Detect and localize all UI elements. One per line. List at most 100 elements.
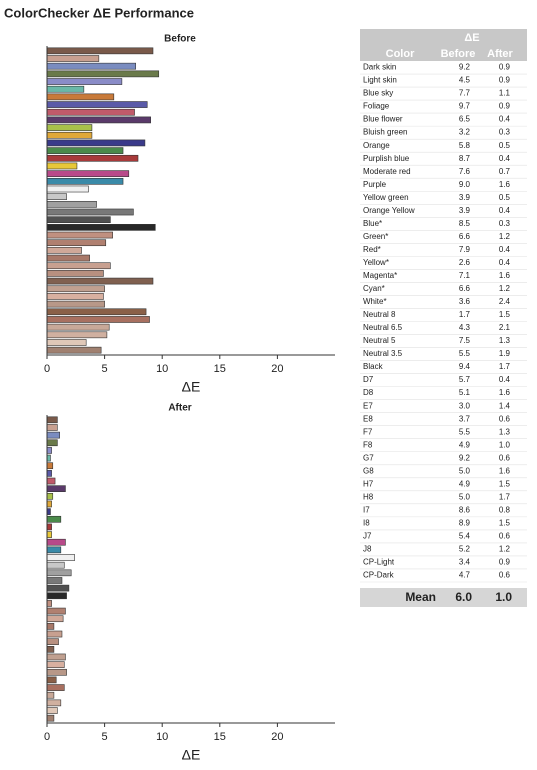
row-name: H8 (363, 492, 374, 501)
x-tick-label: 10 (156, 363, 168, 375)
x-tick-label: 0 (44, 731, 50, 743)
bar (46, 431, 60, 439)
row-name: G8 (363, 466, 374, 475)
bar (46, 600, 52, 607)
row-name: Magenta* (363, 271, 397, 280)
bar (46, 193, 67, 200)
row-after: 0.4 (499, 154, 511, 163)
row-after: 2.1 (499, 323, 511, 332)
bar (46, 277, 154, 285)
row-name: CP-Dark (363, 571, 395, 580)
row-before: 9.2 (459, 453, 471, 462)
row-after: 0.5 (499, 141, 511, 150)
row-before: 6.6 (459, 284, 471, 293)
table-header: Before (441, 48, 476, 60)
row-before: 5.7 (459, 375, 471, 384)
row-name: Black (363, 362, 384, 371)
table-mean-before: 6.0 (455, 590, 472, 604)
bar (46, 131, 93, 139)
row-after: 0.6 (499, 453, 511, 462)
row-after: 1.5 (499, 518, 511, 527)
row-after: 0.7 (499, 167, 511, 176)
bar (46, 323, 110, 331)
row-after: 0.9 (499, 63, 511, 72)
row-after: 1.7 (499, 362, 511, 371)
row-name: Blue sky (363, 89, 393, 98)
row-name: I7 (363, 505, 370, 514)
bar (46, 239, 107, 247)
bar (46, 515, 62, 523)
bar (46, 316, 150, 323)
bar (46, 254, 90, 262)
row-after: 1.0 (499, 440, 511, 449)
row-name: Red* (363, 245, 381, 254)
bar (46, 70, 160, 78)
row-before: 7.9 (459, 245, 471, 254)
table-group-header: ΔE (464, 32, 479, 44)
table-mean-after: 1.0 (495, 590, 512, 604)
bar (46, 439, 58, 447)
x-tick-label: 5 (102, 363, 108, 375)
row-before: 5.0 (459, 492, 471, 501)
bar (46, 592, 67, 600)
bar (46, 607, 66, 615)
bar (46, 500, 52, 508)
bar (46, 224, 156, 231)
row-name: G7 (363, 453, 374, 462)
row-before: 8.7 (459, 154, 471, 163)
bar (46, 531, 52, 538)
row-before: 3.9 (459, 206, 471, 215)
row-after: 1.2 (499, 545, 511, 554)
row-before: 8.6 (459, 505, 471, 514)
row-after: 0.6 (499, 414, 511, 423)
row-after: 1.2 (499, 284, 511, 293)
chart-title: Before (164, 34, 196, 45)
row-after: 1.9 (499, 349, 511, 358)
x-tick-label: 10 (156, 731, 168, 743)
row-after: 0.4 (499, 245, 511, 254)
row-before: 9.7 (459, 102, 471, 111)
bar (46, 216, 111, 224)
bar (46, 101, 148, 108)
row-before: 4.7 (459, 571, 471, 580)
row-before: 6.5 (459, 115, 471, 124)
bar (46, 300, 105, 308)
x-axis-label: ΔE (182, 747, 201, 763)
bar (46, 170, 130, 177)
chart-title: After (168, 403, 191, 414)
row-name: Blue* (363, 219, 382, 228)
row-after: 1.2 (499, 232, 511, 241)
row-name: CP-Light (363, 558, 395, 567)
bar (46, 554, 75, 561)
row-before: 9.4 (459, 362, 471, 371)
row-before: 3.7 (459, 414, 471, 423)
bar (46, 346, 102, 354)
row-before: 5.1 (459, 388, 471, 397)
row-name: Cyan* (363, 284, 385, 293)
row-after: 1.3 (499, 336, 511, 345)
bar (46, 93, 115, 101)
bar (46, 116, 151, 124)
bar (46, 78, 123, 85)
bar (46, 308, 147, 316)
x-tick-label: 5 (102, 731, 108, 743)
row-before: 4.9 (459, 440, 471, 449)
row-before: 5.5 (459, 427, 471, 436)
bar (46, 293, 104, 300)
row-name: I8 (363, 518, 370, 527)
row-name: Purplish blue (363, 154, 410, 163)
row-name: J7 (363, 532, 372, 541)
bar (46, 247, 82, 254)
bar (46, 424, 58, 431)
bar (46, 447, 52, 454)
row-after: 2.4 (499, 297, 511, 306)
row-before: 3.0 (459, 401, 471, 410)
bar (46, 668, 67, 676)
bar (46, 707, 58, 714)
row-before: 6.6 (459, 232, 471, 241)
row-before: 3.6 (459, 297, 471, 306)
row-name: D8 (363, 388, 374, 397)
bar (46, 615, 64, 623)
row-after: 1.5 (499, 479, 511, 488)
